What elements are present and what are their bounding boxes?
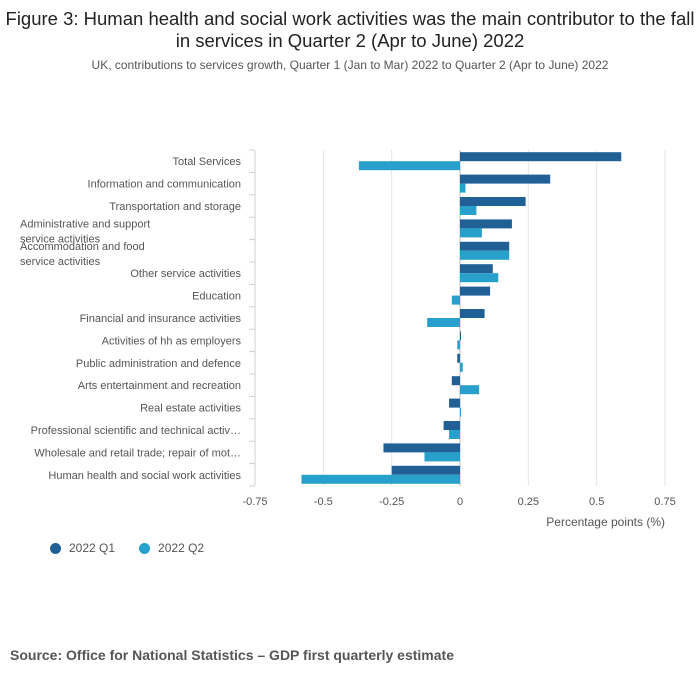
category-label: Other service activities: [130, 268, 241, 280]
x-tick-label: -0.75: [242, 496, 267, 508]
source-note: Source: Office for National Statistics –…: [10, 647, 454, 663]
category-label: Information and communication: [88, 179, 241, 191]
bar-2022-q2[interactable]: [460, 206, 477, 215]
bar-2022-q2[interactable]: [460, 407, 461, 417]
x-axis-title: Percentage points (%): [546, 515, 665, 529]
bar-2022-q1[interactable]: [460, 241, 510, 251]
x-tick-label: 0: [457, 496, 463, 508]
category-label: Human health and social work activities: [48, 470, 241, 482]
bars: [301, 152, 622, 484]
legend-swatch-q1: [50, 542, 61, 554]
bar-2022-q2[interactable]: [451, 295, 460, 305]
bar-2022-q1[interactable]: [460, 286, 491, 296]
x-tick-label: 0.5: [589, 496, 604, 508]
category-label: Total Services: [173, 156, 242, 168]
bar-2022-q2[interactable]: [460, 273, 499, 283]
bar-2022-q1[interactable]: [460, 152, 622, 162]
category-label: Wholesale and retail trade; repair of mo…: [34, 447, 241, 459]
bar-2022-q2[interactable]: [460, 250, 510, 260]
bar-2022-q1[interactable]: [460, 264, 493, 274]
bar-2022-q2[interactable]: [427, 318, 460, 327]
legend-item-q1[interactable]: 2022 Q1: [50, 541, 115, 555]
bar-2022-q1[interactable]: [460, 331, 461, 341]
x-tick-label: -0.5: [314, 496, 333, 508]
category-label: Financial and insurance activities: [80, 313, 242, 325]
category-label: Activities of hh as employers: [102, 335, 242, 347]
bar-2022-q1[interactable]: [443, 421, 460, 430]
chart-subtitle: UK, contributions to services growth, Qu…: [91, 58, 609, 72]
bar-2022-q2[interactable]: [457, 340, 460, 350]
category-label: Administrative and support service activi…: [20, 218, 150, 245]
legend-label-q1: 2022 Q1: [69, 541, 116, 555]
legend-swatch-q2: [139, 542, 151, 554]
category-label: Professional scientific and technical ac…: [31, 425, 241, 437]
category-label: Education: [192, 291, 241, 303]
bar-2022-q2[interactable]: [460, 362, 463, 372]
category-label: Accommodation and food service activities: [20, 241, 145, 268]
x-tick-label: 0.25: [518, 496, 539, 508]
category-label: Arts entertainment and recreation: [78, 380, 241, 392]
bar-2022-q1[interactable]: [383, 443, 460, 453]
bar-2022-q2[interactable]: [460, 183, 466, 193]
bar-2022-q2[interactable]: [460, 385, 480, 395]
x-tick-label: -0.25: [379, 496, 404, 508]
category-label: Transportation and storage: [109, 201, 241, 213]
category-label: Public administration and defence: [76, 358, 241, 370]
bar-2022-q2[interactable]: [449, 430, 460, 439]
bar-2022-q2[interactable]: [358, 161, 460, 171]
bar-2022-q2[interactable]: [460, 228, 482, 238]
bar-2022-q1[interactable]: [449, 398, 460, 408]
bar-2022-q2[interactable]: [301, 474, 460, 484]
legend: 2022 Q1 2022 Q2: [50, 541, 204, 555]
category-labels: Total Services Information and communicat…: [20, 156, 242, 482]
category-label: Real estate activities: [140, 403, 241, 415]
bar-2022-q1[interactable]: [391, 465, 460, 475]
bar-2022-q1[interactable]: [460, 197, 526, 206]
bar-2022-q1[interactable]: [460, 219, 512, 229]
x-tick-label: 0.75: [654, 496, 675, 508]
bar-2022-q1[interactable]: [451, 376, 460, 386]
bar-2022-q1[interactable]: [457, 353, 460, 363]
legend-item-q2[interactable]: 2022 Q2: [139, 541, 204, 555]
bar-2022-q1[interactable]: [460, 309, 485, 318]
bar-2022-q1[interactable]: [460, 174, 551, 184]
chart-title: Figure 3: Human health and social work a…: [5, 8, 695, 51]
bar-chart: Total Services Information and communicat…: [20, 149, 676, 529]
x-axis-ticks: -0.75 -0.5 -0.25 0 0.25 0.5 0.75: [242, 496, 675, 508]
bar-2022-q2[interactable]: [424, 452, 460, 462]
legend-label-q2: 2022 Q2: [158, 541, 205, 555]
